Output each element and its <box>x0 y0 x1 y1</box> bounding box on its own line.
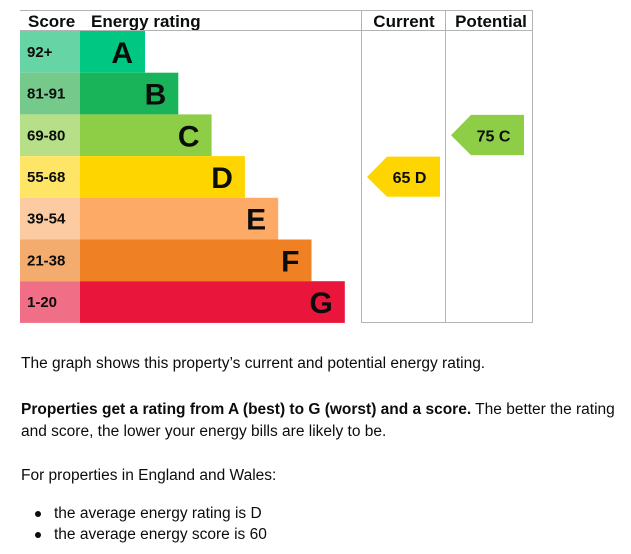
band-score-cell <box>20 114 80 157</box>
graph-header: Score Energy rating Current Potential <box>28 12 527 31</box>
rating-band-d: 55-68 D <box>20 156 245 198</box>
header-score: Score <box>28 12 75 31</box>
band-score-cell <box>20 156 80 198</box>
rating-band-e: 39-54 E <box>20 197 279 240</box>
band-bar <box>80 156 245 198</box>
energy-rating-graph: Score Energy rating Current Potential 92… <box>20 10 533 323</box>
header-energy-rating: Energy rating <box>91 12 201 31</box>
average-rating-item: the average energy rating is D <box>21 503 267 524</box>
graph-description: The graph shows this property’s current … <box>21 355 486 372</box>
band-score-cell <box>20 281 80 323</box>
band-score-range: 81-91 <box>27 86 65 103</box>
band-score-range: 92+ <box>27 44 53 61</box>
band-score-cell <box>20 72 80 115</box>
rating-band-c: 69-80 C <box>20 114 212 157</box>
band-letter: G <box>309 287 332 320</box>
band-letter: A <box>111 37 133 70</box>
band-bar <box>80 31 145 73</box>
band-letter: F <box>281 245 299 278</box>
potential-rating-label: 75 C <box>477 128 511 145</box>
rating-explanation: Properties get a rating from A (best) to… <box>21 399 621 443</box>
average-score-item: the average energy score is 60 <box>21 524 267 545</box>
rating-bands: 92+ A 81-91 B 69-80 C 55-68 D 39-54 E 21-38 F 1-20 G <box>20 31 345 323</box>
band-bar <box>80 239 312 282</box>
rating-band-b: 81-91 B <box>20 72 179 115</box>
band-letter: E <box>246 204 266 237</box>
header-potential: Potential <box>455 12 527 31</box>
header-current: Current <box>373 12 435 31</box>
band-bar <box>80 114 212 157</box>
rating-explanation-rest: The better the rating and score, the low… <box>21 401 615 440</box>
potential-rating-marker: 75 C <box>451 114 524 156</box>
regional-average-intro: For properties in England and Wales: <box>21 467 277 484</box>
rating-band-f: 21-38 F <box>20 239 312 282</box>
band-letter: D <box>211 162 233 195</box>
band-letter: B <box>145 79 167 112</box>
band-bar <box>80 72 179 115</box>
regional-averages-list: the average energy rating is D the avera… <box>21 503 267 545</box>
band-letter: C <box>178 120 200 153</box>
current-rating-arrow <box>367 156 440 197</box>
rating-band-a: 92+ A <box>20 31 145 73</box>
potential-rating-arrow <box>451 114 524 156</box>
current-rating-marker: 65 D <box>367 156 440 197</box>
rating-band-g: 1-20 G <box>20 281 345 323</box>
rating-explanation-bold: Properties get a rating from A (best) to… <box>21 401 472 418</box>
band-score-range: 1-20 <box>27 294 57 311</box>
current-rating-label: 65 D <box>393 170 427 187</box>
band-score-range: 69-80 <box>27 127 65 144</box>
band-score-range: 21-38 <box>27 252 65 269</box>
graph-grid <box>20 10 533 323</box>
band-score-range: 55-68 <box>27 169 65 186</box>
band-score-cell <box>20 239 80 282</box>
band-bar <box>80 281 345 323</box>
band-bar <box>80 197 279 240</box>
band-score-cell <box>20 197 80 240</box>
band-score-cell <box>20 31 80 73</box>
band-score-range: 39-54 <box>27 211 66 228</box>
